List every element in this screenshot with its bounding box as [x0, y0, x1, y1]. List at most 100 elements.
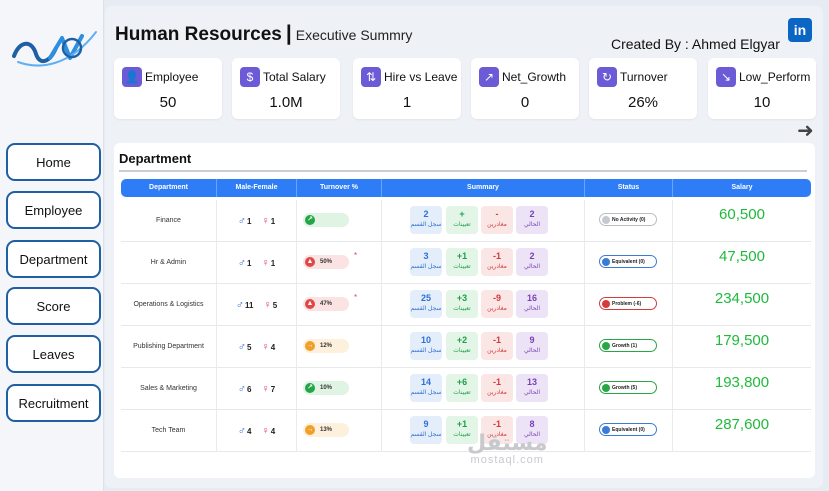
kpi-label: Low_Perform: [739, 70, 811, 84]
table-cell: ♂5 ♀4: [217, 326, 297, 367]
female-count: ♀1: [262, 257, 276, 269]
leaves-box: -1 مغادرين: [481, 374, 513, 402]
leaves-box-value: -1: [492, 251, 501, 261]
table-cell: No Activity (0): [585, 200, 673, 241]
department-name: Hr & Admin: [121, 242, 217, 283]
hires-box-value: +: [459, 209, 465, 219]
kpi-card-net-growth: ↗ Net_Growth 0: [471, 58, 579, 119]
turnover-value: 10%: [320, 385, 333, 391]
growth-icon: ↗: [479, 67, 499, 87]
leaves-box: -1 مغادرين: [481, 248, 513, 276]
title-main: Human Resources: [115, 24, 282, 45]
current-box-value: 8: [529, 419, 535, 429]
male-count: ♂1: [238, 257, 252, 269]
trend-warn-icon: ▲: [305, 257, 315, 267]
leaves-box-value: -1: [492, 377, 501, 387]
dept-total-box: 9 سجل القسم: [410, 416, 442, 444]
kpi-card-total-salary: $ Total Salary 1.0M: [232, 58, 340, 119]
female-icon: ♀: [261, 382, 270, 395]
female-icon: ♀: [261, 340, 270, 353]
salary-value: 60,500: [719, 206, 765, 223]
hires-box-value: +6: [456, 377, 468, 387]
leaves-box: - مغادرين: [481, 206, 513, 234]
next-page-arrow-icon[interactable]: ➜: [797, 120, 814, 142]
low-perform-icon: ↘: [716, 67, 736, 87]
current-box-value: 2: [529, 251, 535, 261]
kpi-label: Hire vs Leave: [384, 70, 458, 84]
female-icon: ♀: [263, 298, 272, 311]
nav-button-home[interactable]: Home: [6, 143, 101, 181]
current-box-label: الحالي: [523, 222, 541, 228]
female-count: ♀7: [262, 383, 276, 395]
hires-box: +6 تعيينات: [446, 374, 478, 402]
table-cell: Equivalent (0): [585, 242, 673, 283]
female-value: 7: [270, 384, 276, 394]
leaves-box-value: -1: [492, 335, 501, 345]
table-cell: Growth (5): [585, 368, 673, 409]
nav-button-score[interactable]: Score: [6, 287, 101, 325]
column-header-status: Status: [585, 179, 673, 197]
brand-logo-icon: [12, 31, 97, 67]
dept-total-box-value: 3: [423, 251, 429, 261]
nav-button-leaves[interactable]: Leaves: [6, 335, 101, 373]
title-subtitle: Executive Summry: [295, 27, 413, 43]
page-title: Human Resources | Executive Summry: [115, 22, 412, 46]
hires-box-value: +1: [456, 419, 468, 429]
hires-box-label: تعيينات: [453, 432, 471, 438]
current-box-value: 13: [526, 377, 537, 387]
table-cell: 25 سجل القسم +3 تعيينات -9 مغادرين 16 الحالي: [382, 284, 585, 325]
nav-button-recruitment[interactable]: Recruitment: [6, 384, 101, 422]
status-text: Growth (5): [612, 385, 637, 391]
male-count: ♂11: [236, 299, 254, 311]
department-name: Tech Team: [121, 410, 217, 451]
hire-icon: ⇅: [361, 67, 381, 87]
watermark-latin: mostaql.com: [470, 454, 544, 466]
table-cell: ♂1 ♀1: [217, 242, 297, 283]
linkedin-icon[interactable]: in: [788, 18, 812, 42]
nav-button-employee[interactable]: Employee: [6, 191, 101, 229]
turnover-pill: ▲ 50%: [303, 255, 349, 269]
trend-mid-icon: →: [305, 341, 315, 351]
current-box-label: الحالي: [523, 264, 541, 270]
leaves-box-label: مغادرين: [487, 432, 507, 438]
dept-total-box: 25 سجل القسم: [410, 290, 442, 318]
table-cell: Problem (-6): [585, 284, 673, 325]
kpi-value: 50: [159, 94, 177, 111]
turnover-flag: *: [354, 251, 358, 260]
current-box-value: 9: [529, 335, 535, 345]
table-cell: 9 سجل القسم +1 تعيينات -1 مغادرين 8 الحالي: [382, 410, 585, 451]
nav-button-department[interactable]: Department: [6, 240, 101, 278]
table-cell: 10 سجل القسم +2 تعيينات -1 مغادرين 9 الحالي: [382, 326, 585, 367]
panel-divider: [119, 170, 807, 172]
dept-total-box: 14 سجل القسم: [410, 374, 442, 402]
current-box-value: 16: [526, 293, 537, 303]
female-icon: ♀: [261, 214, 270, 227]
leaves-box-label: مغادرين: [487, 222, 507, 228]
male-count: ♂5: [238, 341, 252, 353]
watermark-arabic: مستقل: [467, 430, 548, 455]
male-icon: ♂: [237, 340, 247, 353]
department-panel: Department Department Male-Female Turnover…: [114, 143, 815, 478]
status-problem-icon: [602, 300, 610, 308]
dept-total-box-label: سجل القسم: [410, 222, 442, 228]
hires-box: +2 تعيينات: [446, 332, 478, 360]
table-cell: 3 سجل القسم +1 تعيينات -1 مغادرين 2 الحالي: [382, 242, 585, 283]
turnover-icon: ↻: [597, 67, 617, 87]
table-cell: 2 سجل القسم + تعيينات - مغادرين 2 الحالي: [382, 200, 585, 241]
dept-total-box-label: سجل القسم: [410, 264, 442, 270]
male-icon: ♂: [237, 382, 247, 395]
status-equivalent-icon: [602, 258, 610, 266]
status-growth-icon: [602, 384, 610, 392]
male-icon: ♂: [237, 256, 247, 269]
female-value: 1: [270, 258, 276, 268]
main-content: Human Resources | Executive Summry Creat…: [105, 6, 823, 488]
dept-total-box-label: سجل القسم: [410, 348, 442, 354]
table-cell: ▲ 50% *: [297, 242, 382, 283]
kpi-card-hire-vs-leave: ⇅ Hire vs Leave 1: [353, 58, 461, 119]
hires-box-value: +1: [456, 251, 468, 261]
table-row: Hr & Admin ♂1 ♀1 ▲ 50% * 3 سجل القسم +1 تعيينات -1…: [121, 242, 811, 284]
kpi-value: 1.0M: [269, 94, 303, 111]
dept-total-box-value: 10: [420, 335, 431, 345]
status-text: No Activity (0): [612, 217, 646, 223]
male-value: 4: [247, 426, 252, 436]
